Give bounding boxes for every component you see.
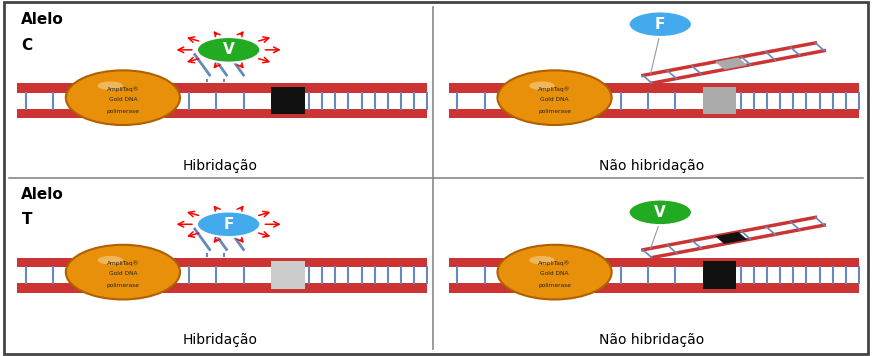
Text: polimerase: polimerase [538, 109, 571, 114]
Text: Hibridação: Hibridação [182, 334, 258, 347]
FancyBboxPatch shape [17, 267, 427, 283]
Polygon shape [715, 57, 747, 69]
FancyBboxPatch shape [449, 267, 859, 283]
Text: polimerase: polimerase [106, 109, 140, 114]
FancyBboxPatch shape [449, 83, 859, 93]
Polygon shape [715, 232, 747, 244]
Ellipse shape [98, 82, 123, 90]
Ellipse shape [497, 70, 611, 125]
FancyBboxPatch shape [271, 87, 305, 114]
FancyBboxPatch shape [449, 109, 859, 118]
FancyBboxPatch shape [271, 261, 305, 289]
Circle shape [197, 211, 261, 237]
FancyBboxPatch shape [449, 93, 859, 109]
FancyBboxPatch shape [17, 283, 427, 293]
Ellipse shape [65, 70, 180, 125]
Text: polimerase: polimerase [106, 283, 140, 288]
Text: T: T [22, 212, 32, 227]
FancyBboxPatch shape [17, 258, 427, 267]
FancyBboxPatch shape [449, 258, 859, 267]
Text: AmpliTaq®: AmpliTaq® [106, 86, 140, 92]
FancyBboxPatch shape [449, 283, 859, 293]
FancyBboxPatch shape [703, 87, 736, 114]
Text: AmpliTaq®: AmpliTaq® [538, 86, 571, 92]
Text: Gold DNA: Gold DNA [541, 97, 569, 102]
Text: polimerase: polimerase [538, 283, 571, 288]
Text: Não hibridação: Não hibridação [599, 334, 705, 347]
FancyBboxPatch shape [17, 93, 427, 109]
Ellipse shape [497, 245, 611, 299]
Circle shape [629, 199, 692, 225]
Text: V: V [654, 205, 666, 220]
Text: Não hibridação: Não hibridação [599, 159, 705, 173]
Circle shape [629, 11, 692, 37]
Text: AmpliTaq®: AmpliTaq® [538, 261, 571, 266]
Text: F: F [655, 17, 665, 32]
Text: Alelo: Alelo [22, 187, 65, 202]
Ellipse shape [65, 245, 180, 299]
Ellipse shape [529, 256, 555, 265]
FancyBboxPatch shape [703, 261, 736, 289]
Text: Gold DNA: Gold DNA [109, 271, 137, 276]
Text: F: F [223, 217, 234, 232]
Text: Gold DNA: Gold DNA [109, 97, 137, 102]
FancyBboxPatch shape [17, 83, 427, 93]
Text: AmpliTaq®: AmpliTaq® [106, 261, 140, 266]
Ellipse shape [529, 82, 555, 90]
Text: V: V [222, 42, 235, 57]
Text: Gold DNA: Gold DNA [541, 271, 569, 276]
Ellipse shape [98, 256, 123, 265]
Text: Hibridação: Hibridação [182, 159, 258, 173]
FancyBboxPatch shape [17, 109, 427, 118]
Circle shape [197, 37, 261, 63]
Text: Alelo: Alelo [22, 12, 65, 27]
Text: C: C [22, 38, 32, 53]
